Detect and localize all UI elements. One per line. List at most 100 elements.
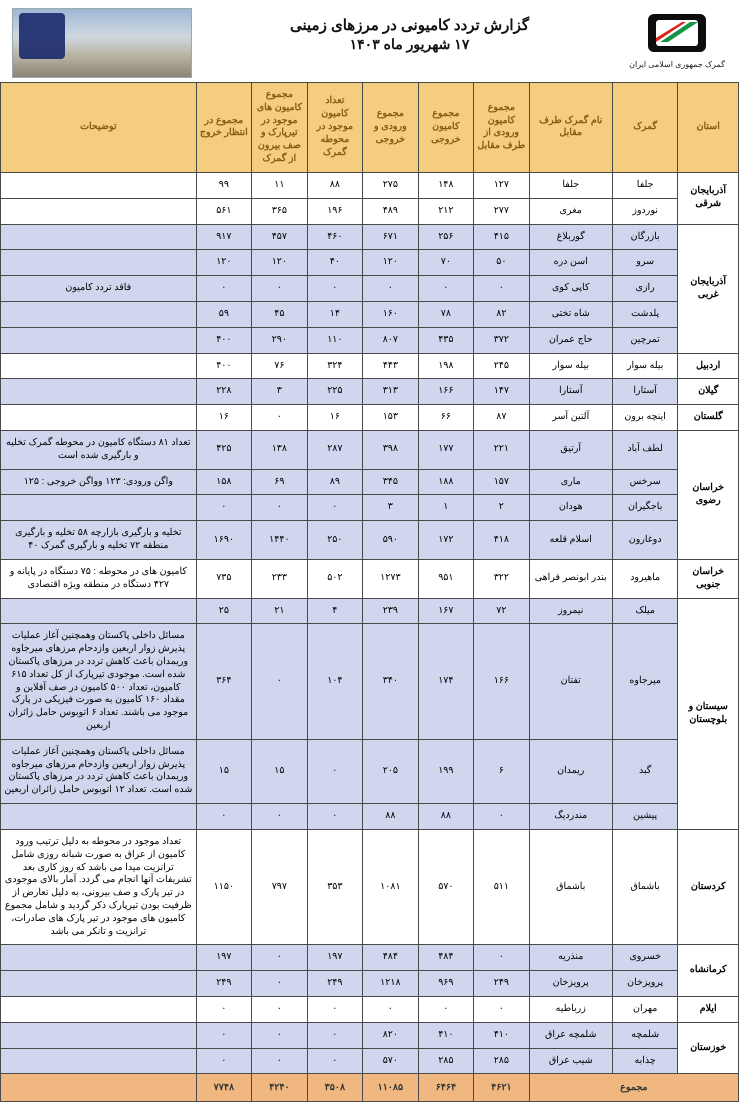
table-row: خراسان رضویلطف آبادآرتیق۲۲۱۱۷۷۳۹۸۲۸۷۱۳۸۴… xyxy=(1,431,739,470)
total-cell xyxy=(1,1074,197,1102)
data-cell: دوغارون xyxy=(612,521,678,560)
data-cell: ۲۵۶ xyxy=(418,224,474,250)
province-cell: گیلان xyxy=(678,379,739,405)
data-cell: پرویزخان xyxy=(529,971,612,997)
data-cell: ۱۱ xyxy=(252,172,308,198)
data-cell: مهران xyxy=(612,997,678,1023)
data-cell: ۱۵ xyxy=(252,739,308,803)
data-cell: ۴۰۰ xyxy=(196,353,252,379)
total-cell: ۴۶۲۱ xyxy=(474,1074,530,1102)
desc-cell xyxy=(1,301,197,327)
data-cell: ۴۲۵ xyxy=(196,431,252,470)
desc-cell: تخلیه و بارگیری بازارچه ۵۸ تخلیه و بارگی… xyxy=(1,521,197,560)
table-row: سیستان و بلوچستانمیلکنیمروز۷۲۱۶۷۲۳۹۴۲۱۲۵ xyxy=(1,598,739,624)
province-cell: کردستان xyxy=(678,829,739,945)
data-cell: ۲۱ xyxy=(252,598,308,624)
col-header: توضیحات xyxy=(1,83,197,173)
data-cell: ۸۷ xyxy=(474,405,530,431)
data-cell: ۲۳۹ xyxy=(363,598,419,624)
data-cell: گبد xyxy=(612,739,678,803)
report-title: گزارش تردد کامیونی در مرزهای زمینی xyxy=(202,16,617,34)
data-cell: ۰ xyxy=(418,997,474,1023)
data-cell: ۵۹۰ xyxy=(363,521,419,560)
data-cell: ۴۶۰ xyxy=(307,224,363,250)
data-cell: ۱۶۹۰ xyxy=(196,521,252,560)
data-cell: ۶۷۱ xyxy=(363,224,419,250)
desc-cell xyxy=(1,353,197,379)
desc-cell xyxy=(1,495,197,521)
data-cell: شاه تختی xyxy=(529,301,612,327)
data-cell: ۲۵۰ xyxy=(307,521,363,560)
table-row: کردستانباشماقباشماق۵۱۱۵۷۰۱۰۸۱۳۵۳۷۹۷۱۱۵۰ت… xyxy=(1,829,739,945)
data-cell: ۱۹۷ xyxy=(196,945,252,971)
data-cell: ۳۹۸ xyxy=(363,431,419,470)
table-row: کرمانشاهخسرویمنذریه۰۴۸۴۴۸۴۱۹۷۰۱۹۷ xyxy=(1,945,739,971)
data-cell: ۱۲۷ xyxy=(474,172,530,198)
data-cell: ۱۹۹ xyxy=(418,739,474,803)
desc-cell xyxy=(1,1022,197,1048)
desc-cell xyxy=(1,172,197,198)
province-cell: خراسان رضوی xyxy=(678,431,739,560)
data-cell: ۶۹ xyxy=(252,469,308,495)
data-cell: ماری xyxy=(529,469,612,495)
desc-cell xyxy=(1,1048,197,1074)
data-cell: هودان xyxy=(529,495,612,521)
desc-cell: مسائل داخلی پاکستان وهمچنین آغاز عملیات … xyxy=(1,624,197,740)
province-cell: اردبیل xyxy=(678,353,739,379)
data-cell: ۲۸۵ xyxy=(418,1048,474,1074)
data-cell: ۱۷۴ xyxy=(418,624,474,740)
data-cell: ۹۵۱ xyxy=(418,559,474,598)
data-cell: ۱۲۰ xyxy=(363,250,419,276)
table-row: دوغاروناسلام قلعه۴۱۸۱۷۲۵۹۰۲۵۰۱۴۴۰۱۶۹۰تخل… xyxy=(1,521,739,560)
data-cell: ۴۰ xyxy=(307,250,363,276)
data-cell: ۷۳۵ xyxy=(196,559,252,598)
total-cell: ۷۷۴۸ xyxy=(196,1074,252,1102)
data-cell: ۰ xyxy=(252,405,308,431)
data-cell: ۴۴۳ xyxy=(363,353,419,379)
total-cell: مجموع xyxy=(529,1074,738,1102)
data-cell: باشماق xyxy=(612,829,678,945)
data-cell: ۲۸۷ xyxy=(307,431,363,470)
data-cell: ۱۴۴۰ xyxy=(252,521,308,560)
data-cell: ۰ xyxy=(252,804,308,830)
table-row: رازیکاپی کوی۰۰۰۰۰۰فاقد تردد کامیون xyxy=(1,276,739,302)
desc-cell xyxy=(1,598,197,624)
data-cell: ۷۲ xyxy=(474,598,530,624)
col-header: نام گمرک طرف مقابل xyxy=(529,83,612,173)
data-cell: ۰ xyxy=(196,804,252,830)
desc-cell xyxy=(1,250,197,276)
table-row: باجگیرانهودان۲۱۳۰۰۰ xyxy=(1,495,739,521)
data-cell: آلتین آسر xyxy=(529,405,612,431)
data-cell: ۸۸ xyxy=(418,804,474,830)
col-header: گمرک xyxy=(612,83,678,173)
data-cell: ۳۴۰ xyxy=(363,624,419,740)
data-cell: ۱۶۶ xyxy=(418,379,474,405)
data-cell: ۲۷۵ xyxy=(363,172,419,198)
data-cell: ۰ xyxy=(307,276,363,302)
data-cell: اسن دره xyxy=(529,250,612,276)
data-cell: ۶ xyxy=(474,739,530,803)
data-cell: ۱۳۸ xyxy=(252,431,308,470)
desc-cell xyxy=(1,198,197,224)
table-row: پرویزخانپرویزخان۲۴۹۹۶۹۱۲۱۸۲۴۹۰۲۴۹ xyxy=(1,971,739,997)
total-cell: ۳۵۰۸ xyxy=(307,1074,363,1102)
data-cell: ۳۷۲ xyxy=(474,327,530,353)
desc-cell xyxy=(1,379,197,405)
data-cell: ۴۸۴ xyxy=(418,945,474,971)
col-header: مجموع در انتظار خروج xyxy=(196,83,252,173)
province-cell: ایلام xyxy=(678,997,739,1023)
page: گمرک جمهوری اسلامی ایران گزارش تردد کامی… xyxy=(0,0,739,1102)
data-cell: ۲ xyxy=(474,495,530,521)
data-cell: اسلام قلعه xyxy=(529,521,612,560)
data-cell: ۰ xyxy=(196,276,252,302)
data-cell: جلفا xyxy=(529,172,612,198)
data-cell: ۱۲۷۳ xyxy=(363,559,419,598)
data-cell: ۲۹۰ xyxy=(252,327,308,353)
data-cell: ۰ xyxy=(363,276,419,302)
data-cell: تفتان xyxy=(529,624,612,740)
data-cell: ۱۶۰ xyxy=(363,301,419,327)
table-row: گیلانآستاراآستارا۱۴۷۱۶۶۳۱۳۲۲۵۳۲۲۸ xyxy=(1,379,739,405)
data-cell: ۱۹۶ xyxy=(307,198,363,224)
data-cell: ۱۹۸ xyxy=(418,353,474,379)
data-cell: تمرچین xyxy=(612,327,678,353)
